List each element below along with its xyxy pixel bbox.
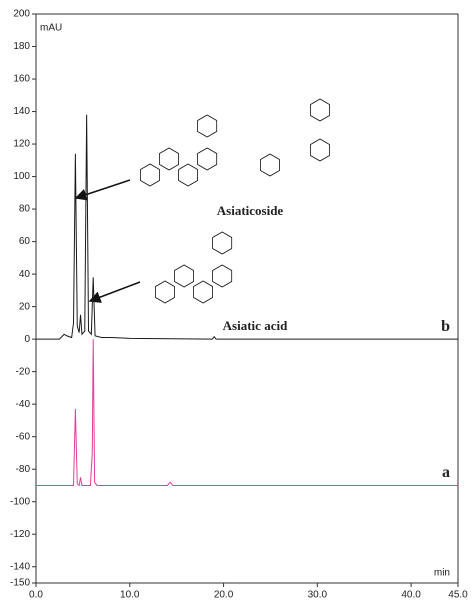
arrow	[74, 179, 131, 201]
ring	[159, 147, 179, 171]
series-label: a	[442, 464, 450, 481]
ring	[193, 280, 213, 304]
y-tick-label: 80	[19, 204, 31, 215]
x-tick-label: 30.0	[308, 590, 328, 601]
y-tick-label: -60	[16, 431, 31, 442]
annotation: Asiaticoside	[217, 203, 284, 218]
ring	[174, 264, 194, 288]
plot-frame	[35, 13, 459, 584]
x-tick-label: 45.0	[448, 590, 468, 601]
y-tick-label: -40	[16, 399, 31, 410]
ring	[310, 138, 330, 162]
y-tick-label: -20	[16, 366, 31, 377]
ring	[155, 280, 175, 304]
arrow	[88, 281, 141, 303]
y-tick-label: 140	[13, 106, 30, 117]
annotation: Asiatic acid	[223, 318, 288, 333]
ring	[140, 163, 160, 187]
y-tick-label: 100	[13, 171, 30, 182]
y-tick-label: -80	[16, 464, 31, 475]
y-tick-label: 160	[13, 74, 30, 85]
ring	[197, 114, 218, 138]
x-tick-label: 40.0	[401, 590, 421, 601]
y-axis-label: mAU	[40, 23, 62, 34]
ring	[212, 264, 233, 288]
y-tick-label: 40	[19, 269, 31, 280]
ring	[260, 153, 280, 177]
y-tick-label: 20	[19, 301, 31, 312]
y-tick-label: -150	[10, 578, 30, 589]
y-tick-label: 60	[19, 236, 31, 247]
ring	[212, 231, 233, 255]
y-tick-label: -140	[10, 561, 30, 572]
y-tick-label: 200	[13, 9, 30, 20]
ring	[178, 163, 198, 187]
y-tick-label: 0	[24, 334, 30, 345]
structure	[140, 98, 330, 304]
x-axis-label: min	[434, 568, 450, 579]
series-line	[36, 114, 458, 340]
series-line	[36, 339, 458, 487]
y-tick-label: -100	[10, 496, 30, 507]
y-tick-label: 180	[13, 41, 30, 52]
series-label: b	[441, 318, 450, 335]
ring	[197, 147, 218, 171]
ring	[310, 98, 330, 122]
y-tick-label: -120	[10, 529, 30, 540]
x-tick-label: 20.0	[214, 590, 234, 601]
x-tick-label: 0.0	[29, 590, 43, 601]
y-tick-label: 120	[13, 139, 30, 150]
x-tick-label: 10.0	[120, 590, 140, 601]
